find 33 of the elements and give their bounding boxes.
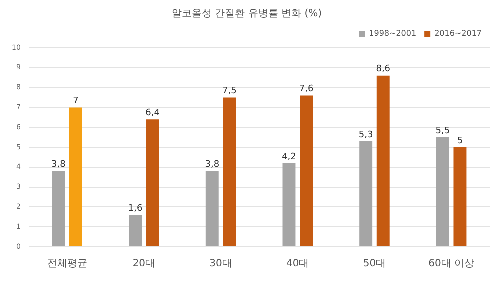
- data-label: 7,5: [222, 86, 237, 97]
- bar: [206, 171, 219, 246]
- x-tick-label: 60대 이상: [428, 258, 475, 270]
- bar: [454, 148, 467, 246]
- data-label: 3,8: [52, 160, 66, 170]
- chart-title: 알코올성 간질환 유병률 변화 (%): [172, 8, 322, 20]
- data-label: 8,6: [376, 64, 391, 75]
- data-label: 3,8: [205, 160, 220, 170]
- x-tick-label: 30대: [210, 258, 232, 270]
- bar: [69, 108, 82, 246]
- data-label: 5,5: [436, 126, 450, 136]
- bar: [300, 96, 314, 246]
- x-tick-label: 전체평균: [47, 258, 88, 270]
- bar: [376, 76, 390, 246]
- data-label: 7: [73, 96, 79, 107]
- x-tick-label: 50대: [363, 258, 386, 270]
- data-label: 5: [457, 136, 464, 146]
- data-label: 7,6: [299, 84, 314, 95]
- legend-label: 2016~2017: [434, 29, 482, 38]
- bar: [146, 120, 160, 246]
- bar: [282, 163, 296, 246]
- bar: [436, 138, 450, 246]
- bar: [129, 215, 142, 246]
- legend-label: 1998~2001: [369, 29, 417, 38]
- bar: [360, 142, 373, 246]
- bar: [52, 171, 66, 246]
- bar: [223, 98, 236, 246]
- x-tick-label: 20대: [132, 258, 156, 270]
- data-label: 5,3: [358, 130, 374, 140]
- data-label: 4,2: [282, 152, 296, 162]
- data-label: 1,6: [128, 204, 143, 214]
- data-label: 6,4: [146, 108, 160, 118]
- x-tick-label: 40대: [286, 258, 310, 270]
